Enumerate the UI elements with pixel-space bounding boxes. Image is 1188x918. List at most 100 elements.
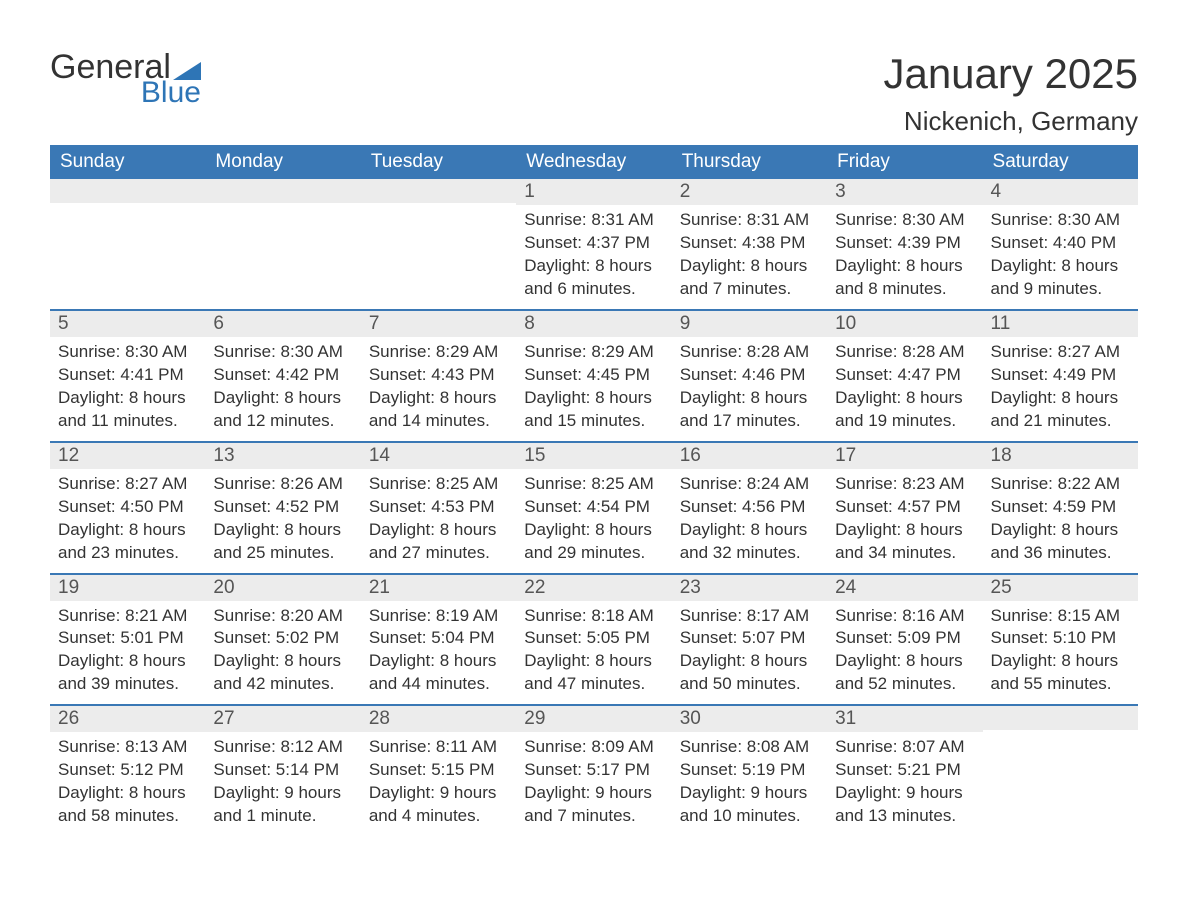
day-number: 21 (361, 575, 516, 601)
daylight-text-2: and 42 minutes. (213, 673, 352, 696)
daylight-text-2: and 10 minutes. (680, 805, 819, 828)
sunrise-text: Sunrise: 8:26 AM (213, 473, 352, 496)
day-number: 17 (827, 443, 982, 469)
day-details: Sunrise: 8:28 AMSunset: 4:46 PMDaylight:… (672, 337, 827, 441)
daylight-text-1: Daylight: 8 hours (835, 255, 974, 278)
day-details: Sunrise: 8:30 AMSunset: 4:42 PMDaylight:… (205, 337, 360, 441)
weekday-header: Wednesday (516, 145, 671, 179)
day-number: 2 (672, 179, 827, 205)
calendar-day-cell: 21Sunrise: 8:19 AMSunset: 5:04 PMDayligh… (361, 575, 516, 705)
sunrise-text: Sunrise: 8:11 AM (369, 736, 508, 759)
daylight-text-2: and 7 minutes. (680, 278, 819, 301)
day-details: Sunrise: 8:27 AMSunset: 4:49 PMDaylight:… (983, 337, 1138, 441)
calendar-day-cell (361, 179, 516, 309)
calendar-week-row: 19Sunrise: 8:21 AMSunset: 5:01 PMDayligh… (50, 573, 1138, 705)
day-number: 7 (361, 311, 516, 337)
daylight-text-2: and 50 minutes. (680, 673, 819, 696)
calendar-header-row: Sunday Monday Tuesday Wednesday Thursday… (50, 145, 1138, 179)
sunrise-text: Sunrise: 8:27 AM (991, 341, 1130, 364)
day-details: Sunrise: 8:29 AMSunset: 4:43 PMDaylight:… (361, 337, 516, 441)
sunrise-text: Sunrise: 8:25 AM (524, 473, 663, 496)
day-number (983, 706, 1138, 730)
sunrise-text: Sunrise: 8:07 AM (835, 736, 974, 759)
day-details: Sunrise: 8:11 AMSunset: 5:15 PMDaylight:… (361, 732, 516, 836)
day-details: Sunrise: 8:07 AMSunset: 5:21 PMDaylight:… (827, 732, 982, 836)
day-number: 28 (361, 706, 516, 732)
daylight-text-2: and 25 minutes. (213, 542, 352, 565)
daylight-text-2: and 8 minutes. (835, 278, 974, 301)
sunset-text: Sunset: 5:21 PM (835, 759, 974, 782)
day-number: 22 (516, 575, 671, 601)
day-number: 25 (983, 575, 1138, 601)
day-details: Sunrise: 8:12 AMSunset: 5:14 PMDaylight:… (205, 732, 360, 836)
day-details: Sunrise: 8:22 AMSunset: 4:59 PMDaylight:… (983, 469, 1138, 573)
calendar-day-cell: 19Sunrise: 8:21 AMSunset: 5:01 PMDayligh… (50, 575, 205, 705)
daylight-text-1: Daylight: 8 hours (524, 650, 663, 673)
daylight-text-1: Daylight: 8 hours (369, 519, 508, 542)
daylight-text-2: and 44 minutes. (369, 673, 508, 696)
sunrise-text: Sunrise: 8:23 AM (835, 473, 974, 496)
day-number: 18 (983, 443, 1138, 469)
day-details: Sunrise: 8:23 AMSunset: 4:57 PMDaylight:… (827, 469, 982, 573)
day-number: 8 (516, 311, 671, 337)
daylight-text-1: Daylight: 8 hours (680, 650, 819, 673)
daylight-text-2: and 11 minutes. (58, 410, 197, 433)
logo-text-blue: Blue (141, 78, 201, 108)
daylight-text-2: and 12 minutes. (213, 410, 352, 433)
sunrise-text: Sunrise: 8:30 AM (213, 341, 352, 364)
calendar-day-cell: 29Sunrise: 8:09 AMSunset: 5:17 PMDayligh… (516, 706, 671, 836)
page-header: General Blue January 2025 Nickenich, Ger… (50, 50, 1138, 137)
title-block: January 2025 Nickenich, Germany (883, 50, 1138, 137)
daylight-text-2: and 13 minutes. (835, 805, 974, 828)
day-details: Sunrise: 8:20 AMSunset: 5:02 PMDaylight:… (205, 601, 360, 705)
daylight-text-1: Daylight: 8 hours (213, 519, 352, 542)
calendar-day-cell: 14Sunrise: 8:25 AMSunset: 4:53 PMDayligh… (361, 443, 516, 573)
sunrise-text: Sunrise: 8:13 AM (58, 736, 197, 759)
daylight-text-2: and 32 minutes. (680, 542, 819, 565)
daylight-text-1: Daylight: 8 hours (991, 650, 1130, 673)
sunset-text: Sunset: 4:57 PM (835, 496, 974, 519)
day-number: 9 (672, 311, 827, 337)
sunrise-text: Sunrise: 8:21 AM (58, 605, 197, 628)
calendar-day-cell: 4Sunrise: 8:30 AMSunset: 4:40 PMDaylight… (983, 179, 1138, 309)
day-number (205, 179, 360, 203)
daylight-text-1: Daylight: 8 hours (991, 519, 1130, 542)
daylight-text-2: and 34 minutes. (835, 542, 974, 565)
calendar-body: 1Sunrise: 8:31 AMSunset: 4:37 PMDaylight… (50, 179, 1138, 836)
calendar-day-cell: 16Sunrise: 8:24 AMSunset: 4:56 PMDayligh… (672, 443, 827, 573)
daylight-text-1: Daylight: 8 hours (835, 387, 974, 410)
logo: General Blue (50, 50, 201, 108)
location-label: Nickenich, Germany (883, 106, 1138, 137)
daylight-text-2: and 4 minutes. (369, 805, 508, 828)
calendar-day-cell: 8Sunrise: 8:29 AMSunset: 4:45 PMDaylight… (516, 311, 671, 441)
daylight-text-2: and 15 minutes. (524, 410, 663, 433)
day-details: Sunrise: 8:25 AMSunset: 4:53 PMDaylight:… (361, 469, 516, 573)
sunrise-text: Sunrise: 8:18 AM (524, 605, 663, 628)
calendar-day-cell: 2Sunrise: 8:31 AMSunset: 4:38 PMDaylight… (672, 179, 827, 309)
day-details: Sunrise: 8:31 AMSunset: 4:38 PMDaylight:… (672, 205, 827, 309)
day-details: Sunrise: 8:27 AMSunset: 4:50 PMDaylight:… (50, 469, 205, 573)
sunset-text: Sunset: 4:53 PM (369, 496, 508, 519)
weekday-header: Friday (827, 145, 982, 179)
daylight-text-2: and 9 minutes. (991, 278, 1130, 301)
daylight-text-1: Daylight: 8 hours (835, 650, 974, 673)
day-details: Sunrise: 8:28 AMSunset: 4:47 PMDaylight:… (827, 337, 982, 441)
calendar-day-cell: 11Sunrise: 8:27 AMSunset: 4:49 PMDayligh… (983, 311, 1138, 441)
sunset-text: Sunset: 4:43 PM (369, 364, 508, 387)
calendar-day-cell: 28Sunrise: 8:11 AMSunset: 5:15 PMDayligh… (361, 706, 516, 836)
sunset-text: Sunset: 5:15 PM (369, 759, 508, 782)
day-details: Sunrise: 8:17 AMSunset: 5:07 PMDaylight:… (672, 601, 827, 705)
day-details: Sunrise: 8:08 AMSunset: 5:19 PMDaylight:… (672, 732, 827, 836)
day-number: 30 (672, 706, 827, 732)
daylight-text-1: Daylight: 9 hours (369, 782, 508, 805)
daylight-text-2: and 39 minutes. (58, 673, 197, 696)
day-number: 23 (672, 575, 827, 601)
daylight-text-2: and 1 minute. (213, 805, 352, 828)
day-details: Sunrise: 8:26 AMSunset: 4:52 PMDaylight:… (205, 469, 360, 573)
calendar-day-cell: 13Sunrise: 8:26 AMSunset: 4:52 PMDayligh… (205, 443, 360, 573)
sunrise-text: Sunrise: 8:31 AM (524, 209, 663, 232)
daylight-text-2: and 58 minutes. (58, 805, 197, 828)
calendar-day-cell: 10Sunrise: 8:28 AMSunset: 4:47 PMDayligh… (827, 311, 982, 441)
sunset-text: Sunset: 4:41 PM (58, 364, 197, 387)
calendar: Sunday Monday Tuesday Wednesday Thursday… (50, 145, 1138, 836)
